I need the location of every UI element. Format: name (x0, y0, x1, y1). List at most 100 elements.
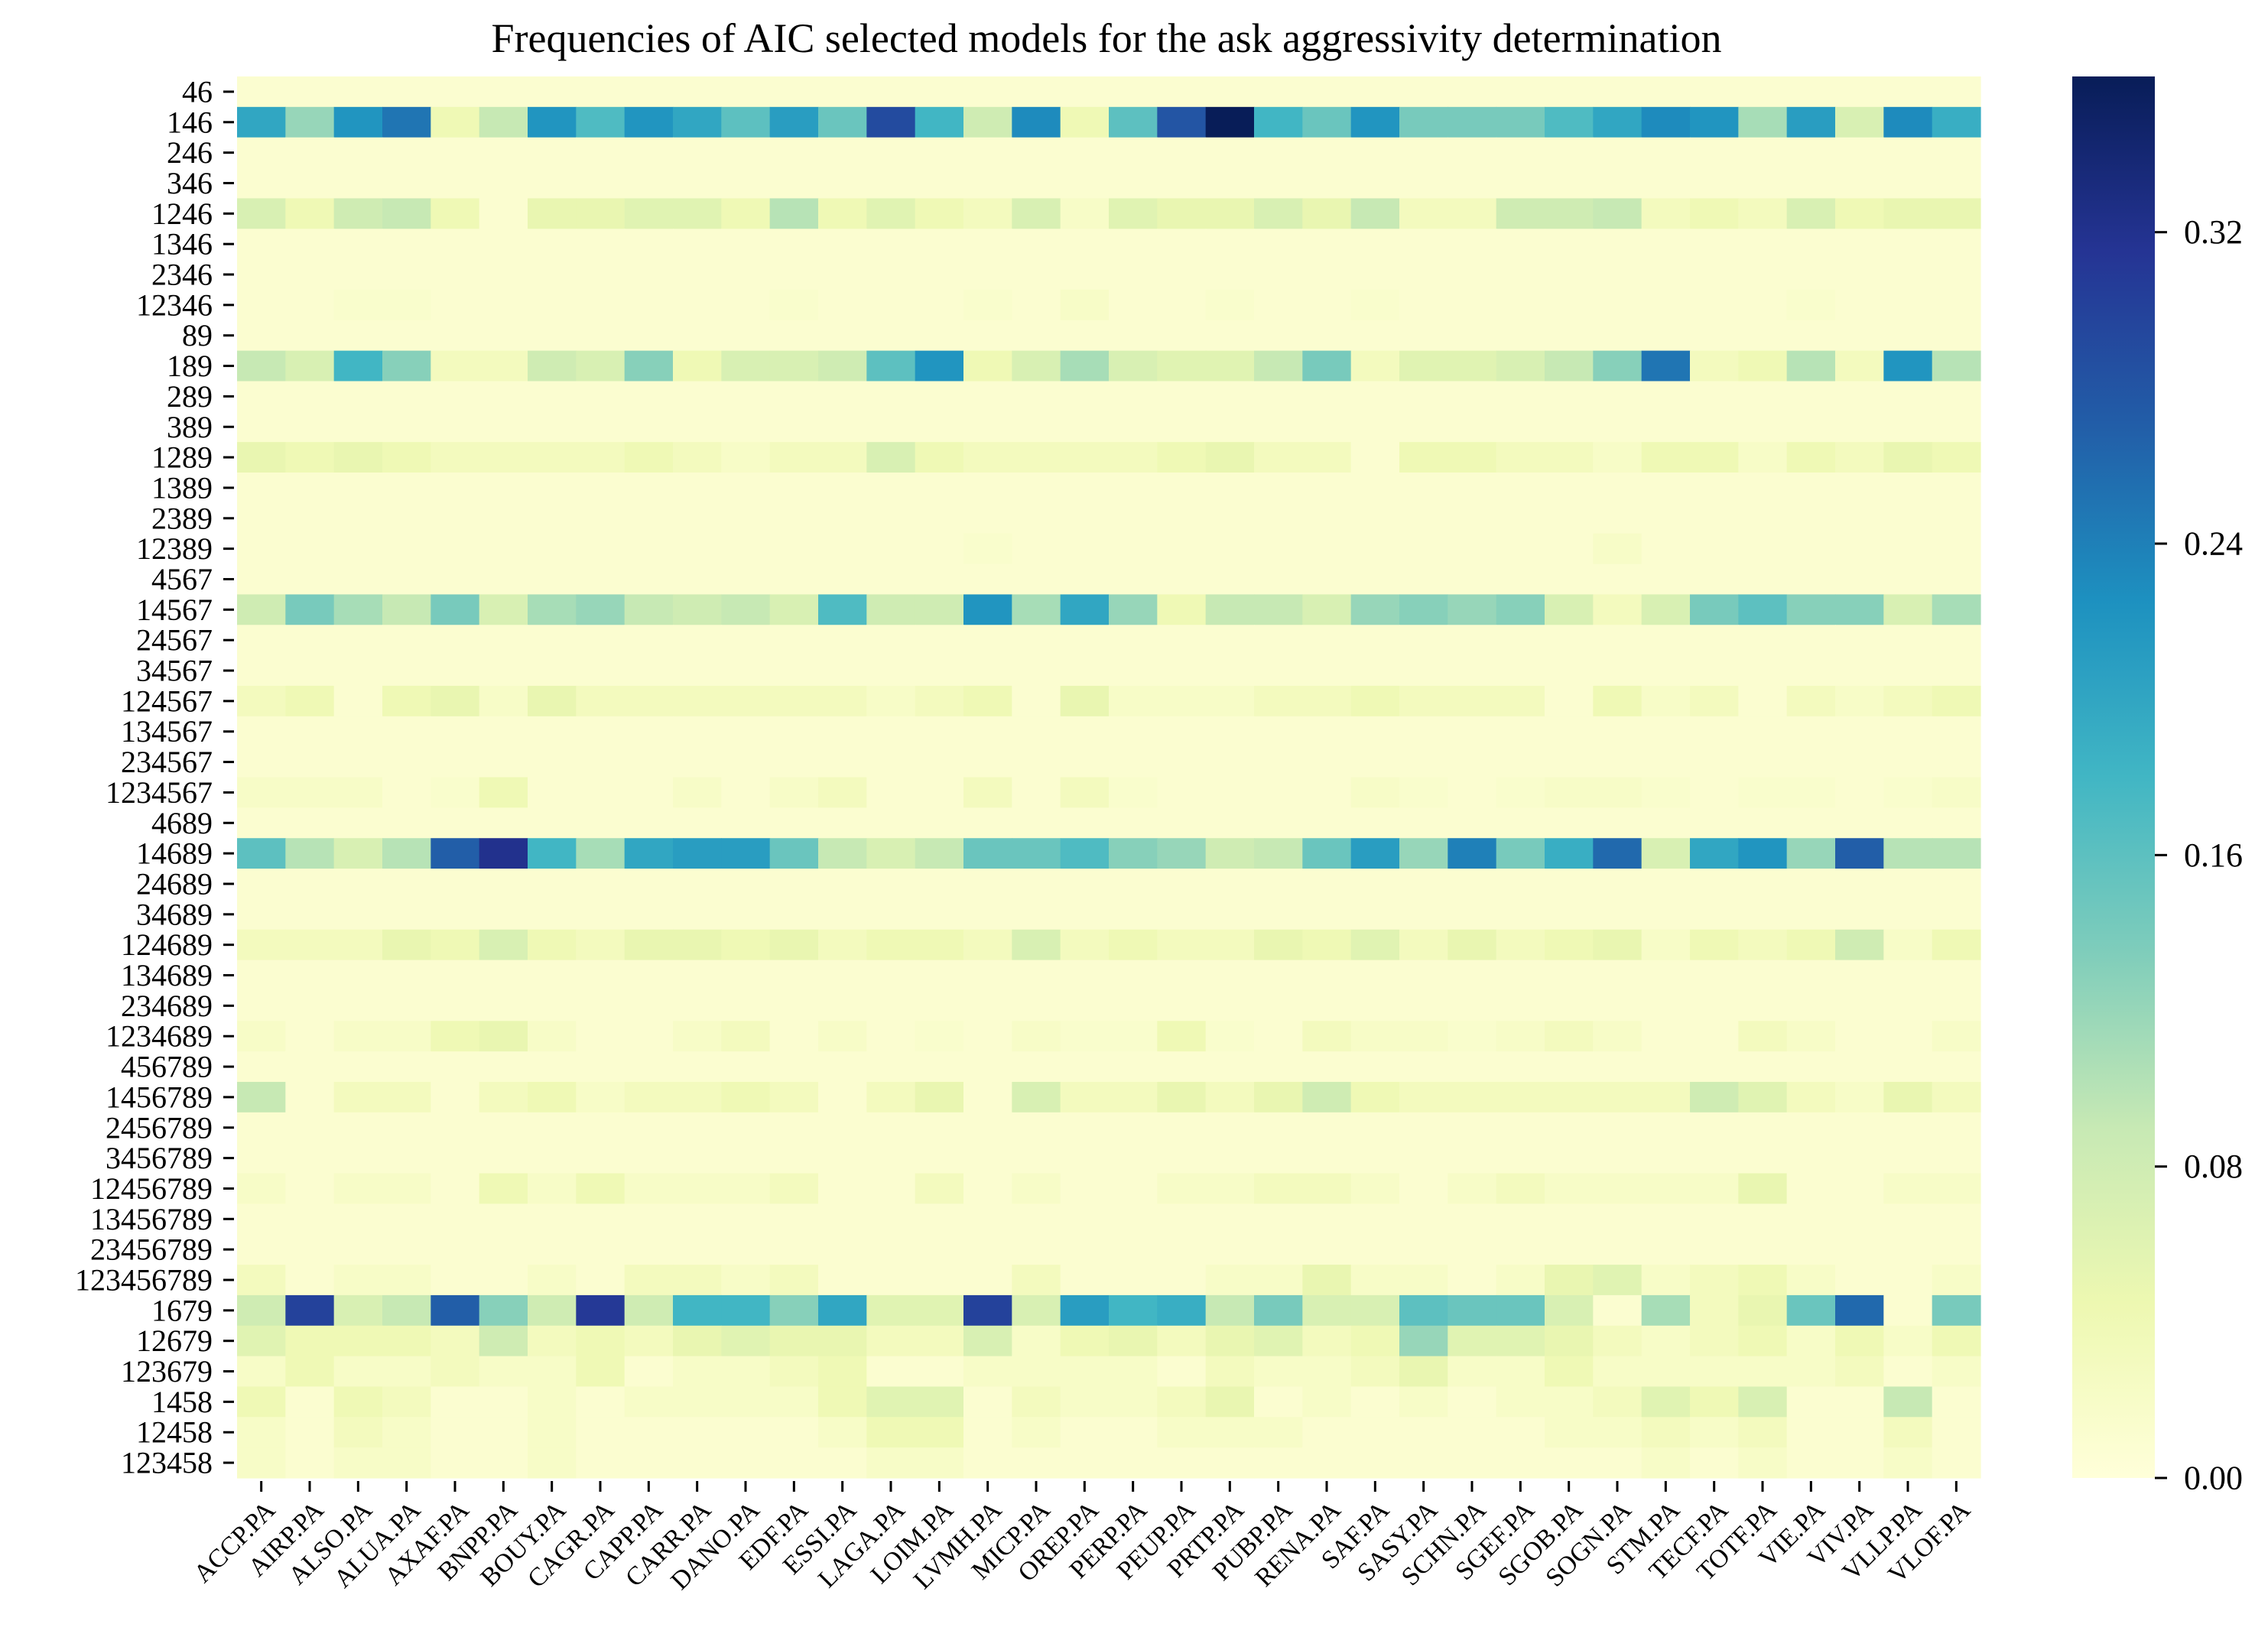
heatmap-cell (1932, 746, 1981, 778)
heatmap-cell (431, 685, 480, 717)
heatmap-cell (1738, 289, 1788, 321)
heatmap-cell (1883, 533, 1933, 565)
heatmap-cell (382, 533, 431, 565)
heatmap-cell (1448, 1021, 1497, 1052)
heatmap-cell (721, 1447, 771, 1479)
heatmap-cell (285, 473, 335, 504)
heatmap-cell (528, 137, 577, 169)
heatmap-cell (673, 746, 722, 778)
heatmap-cell (1399, 1325, 1448, 1357)
heatmap-cell (673, 1081, 722, 1113)
heatmap-cell (866, 1021, 916, 1052)
heatmap-cell (1738, 1386, 1788, 1418)
heatmap-cell (1738, 1294, 1788, 1327)
heatmap-cell (1835, 229, 1884, 260)
heatmap-cell (1350, 76, 1400, 108)
heatmap-cell (1932, 1234, 1981, 1265)
heatmap-cell (1786, 1294, 1836, 1327)
heatmap-cell (1157, 1325, 1207, 1357)
heatmap-cell (673, 1203, 722, 1235)
heatmap-cell (1690, 259, 1739, 291)
heatmap-cell (769, 442, 819, 473)
heatmap-cell (237, 1021, 286, 1052)
heatmap-cell (576, 1356, 625, 1388)
heatmap-cell (818, 1203, 867, 1235)
heatmap-cell (1448, 167, 1497, 199)
heatmap-cell (818, 869, 867, 900)
heatmap-cell (721, 1173, 771, 1204)
heatmap-cell (1738, 167, 1788, 199)
heatmap-cell (1157, 990, 1207, 1022)
heatmap-cell (382, 473, 431, 504)
heatmap-cell (673, 990, 722, 1022)
heatmap-cell (818, 1142, 867, 1174)
heatmap-cell (333, 716, 383, 748)
heatmap-cell (1157, 442, 1207, 473)
heatmap-cell (1302, 320, 1352, 352)
heatmap-cell (818, 838, 867, 869)
heatmap-cell (382, 229, 431, 260)
heatmap-cell (1641, 777, 1691, 808)
heatmap-cell (721, 777, 771, 808)
heatmap-cell (624, 320, 674, 352)
heatmap-cell (1496, 807, 1545, 839)
heatmap-cell (1496, 502, 1545, 534)
heatmap-cell (1738, 473, 1788, 504)
heatmap-cell (1690, 502, 1739, 534)
heatmap-cell (866, 594, 916, 625)
heatmap-cell (1786, 442, 1836, 473)
heatmap-cell (963, 137, 1012, 169)
heatmap-cell (818, 320, 867, 352)
heatmap-cell (1835, 990, 1884, 1022)
heatmap-cell (915, 716, 964, 748)
heatmap-cell (237, 1325, 286, 1357)
heatmap-cell (237, 807, 286, 839)
heatmap-cell (915, 350, 964, 382)
heatmap-cell (769, 990, 819, 1022)
heatmap-cell (1641, 1294, 1691, 1327)
heatmap-cell (1012, 625, 1061, 656)
heatmap-cell (1690, 289, 1739, 321)
heatmap-cell (1932, 716, 1981, 748)
heatmap-cell (624, 1265, 674, 1296)
heatmap-cell (1060, 1051, 1110, 1083)
heatmap-cell (479, 1325, 528, 1357)
heatmap-cell (1496, 229, 1545, 260)
heatmap-cell (1738, 1203, 1788, 1235)
heatmap-cell (1932, 167, 1981, 199)
heatmap-cell (333, 137, 383, 169)
heatmap-cell (333, 960, 383, 992)
heatmap-cell (333, 746, 383, 778)
heatmap-cell (1641, 229, 1691, 260)
heatmap-cell (721, 473, 771, 504)
heatmap-cell (1302, 1051, 1352, 1083)
heatmap-cell (818, 685, 867, 717)
heatmap-cell (1399, 502, 1448, 534)
heatmap-cell (1786, 1173, 1836, 1204)
heatmap-cell (333, 106, 383, 138)
heatmap-cell (1205, 1265, 1255, 1296)
heatmap-cell (285, 1173, 335, 1204)
heatmap-cell (769, 564, 819, 596)
heatmap-cell (576, 411, 625, 443)
heatmap-cell (1932, 106, 1981, 138)
heatmap-cell (479, 1021, 528, 1052)
heatmap-cell (285, 289, 335, 321)
heatmap-cell (1109, 807, 1158, 839)
heatmap-cell (285, 1447, 335, 1479)
heatmap-cell (1350, 198, 1400, 229)
heatmap-cell (1786, 259, 1836, 291)
heatmap-cell (1399, 106, 1448, 138)
heatmap-cell (1060, 625, 1110, 656)
heatmap-cell (528, 289, 577, 321)
heatmap-cell (1060, 1447, 1110, 1479)
heatmap-cell (1109, 625, 1158, 656)
heatmap-cell (1254, 960, 1303, 992)
heatmap-cell (576, 1265, 625, 1296)
heatmap-cell (624, 533, 674, 565)
heatmap-cell (721, 442, 771, 473)
heatmap-cell (673, 289, 722, 321)
heatmap-cell (1060, 716, 1110, 748)
heatmap-cell (721, 1265, 771, 1296)
heatmap-cell (1254, 289, 1303, 321)
